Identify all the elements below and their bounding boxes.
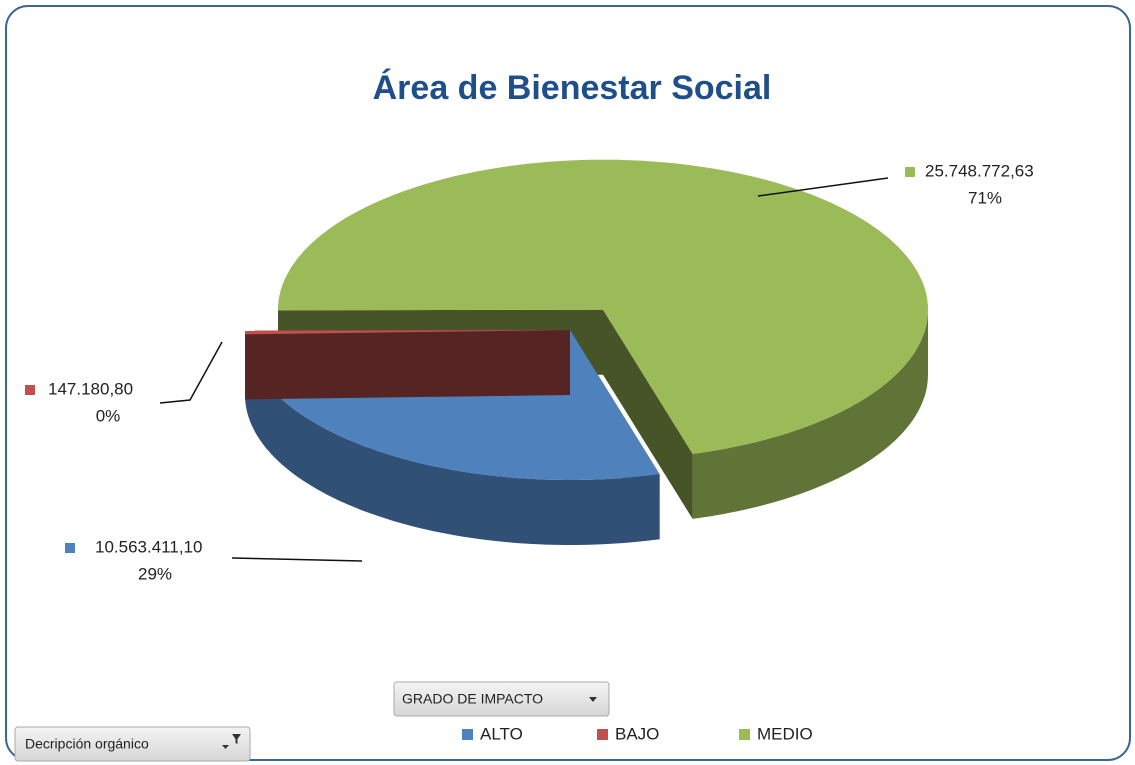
slice (278, 159, 928, 454)
legend-swatch (739, 729, 750, 740)
slice-side (692, 309, 928, 519)
legend-swatch (597, 729, 608, 740)
filter-icon[interactable] (222, 734, 241, 749)
button-label[interactable]: GRADO DE IMPACTO (402, 691, 543, 707)
leader-line (231, 557, 363, 562)
percent-label: 0% (96, 406, 121, 425)
leader-line (159, 341, 223, 404)
label-key (25, 385, 35, 395)
dropdown-arrow[interactable] (589, 697, 597, 702)
data-label: 147.180,80 (48, 379, 133, 398)
label-key (65, 543, 75, 553)
percent-label: 71% (968, 188, 1002, 207)
slice-wall (603, 309, 693, 519)
button-frame[interactable] (14, 726, 251, 762)
label-key (905, 167, 915, 177)
slice (245, 330, 570, 335)
chart-title: Área de Bienestar Social (373, 69, 772, 107)
legend-label: BAJO (615, 724, 659, 743)
filter-field-button[interactable]: Decripción orgánico (14, 726, 251, 762)
percent-label: 29% (138, 564, 172, 583)
button-frame[interactable] (393, 681, 610, 717)
legend-swatch (462, 729, 473, 740)
slice-wall (245, 330, 570, 396)
leader-line (757, 177, 889, 197)
button-label[interactable]: Decripción orgánico (25, 736, 149, 752)
legend-field-button[interactable]: GRADO DE IMPACTO (393, 681, 610, 717)
slice-side (245, 334, 660, 545)
legend-label: ALTO (480, 724, 523, 743)
data-label: 25.748.772,63 (925, 161, 1034, 180)
data-label: 10.563.411,10 (95, 537, 202, 556)
legend-label: MEDIO (757, 724, 813, 743)
